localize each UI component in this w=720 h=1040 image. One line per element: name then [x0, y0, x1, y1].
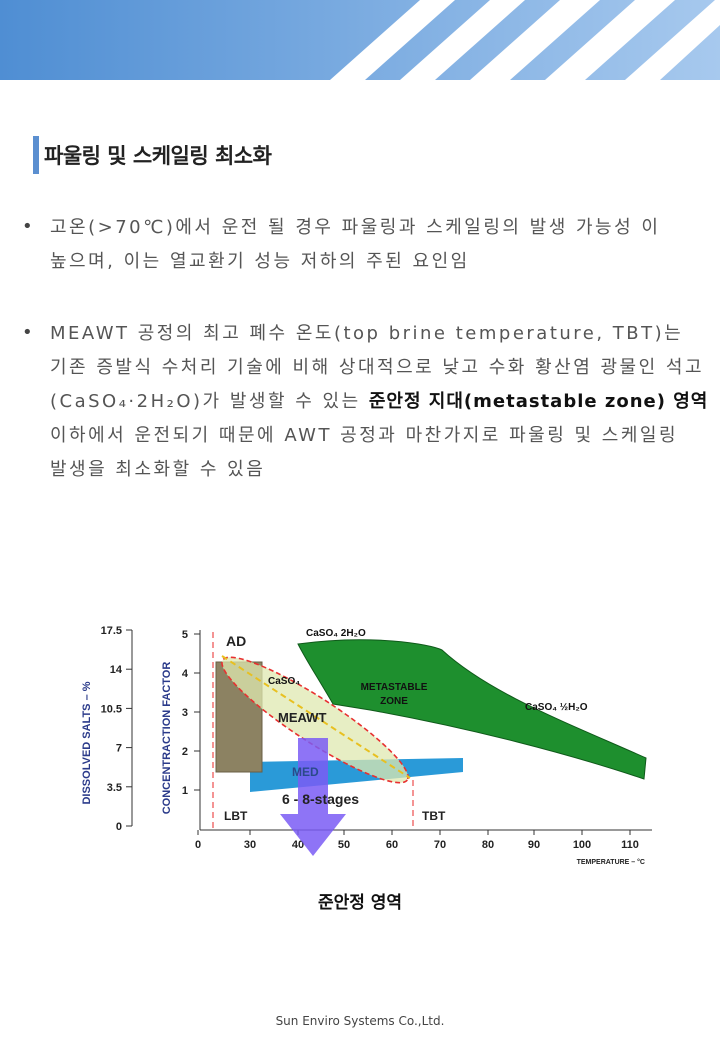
label-metastable: METASTABLE: [361, 682, 428, 693]
metastable-arrow: [280, 738, 346, 856]
label-zone: ZONE: [380, 696, 408, 707]
salts-tick-label: 7: [116, 743, 122, 755]
x-tick-label: 90: [528, 839, 540, 851]
label-caso4: CaSO₄: [268, 676, 300, 687]
meawt-trend-line: [221, 655, 411, 779]
salts-tick-label: 14: [110, 664, 123, 676]
label-dihydrate: CaSO₄ 2H₂O: [306, 628, 366, 639]
bullet-bold-text: 준안정 지대(metastable zone) 영역: [368, 391, 709, 412]
x-tick-label: 0: [195, 839, 201, 851]
bullet-text: 이하에서 운전되기 때문에 AWT 공정과 마찬가지로 파울링 및 스케일링 발…: [50, 425, 679, 480]
bullet-marker: •: [22, 322, 33, 343]
page-title: 파울링 및 스케일링 최소화: [44, 144, 272, 168]
label-hemihydrate: CaSO₄ ½H₂O: [525, 702, 588, 713]
salts-tick-label: 10.5: [101, 703, 122, 715]
label-meawt: MEAWT: [278, 710, 326, 725]
x-tick-label: 70: [434, 839, 446, 851]
label-med: MED: [292, 765, 319, 779]
x-tick-label: 80: [482, 839, 494, 851]
x-tick-label: 30: [244, 839, 256, 851]
metastable-zone: [297, 639, 647, 780]
label-tbt: TBT: [422, 809, 446, 823]
x-axis-label: TEMPERATURE – °C: [577, 858, 645, 866]
y-axis-label-salts: DISSOLVED SALTS – %: [81, 681, 93, 804]
label-stages: 6 - 8-stages: [282, 791, 359, 807]
y-axis-label-cf: CONCENTRACTION FACTOR: [161, 662, 173, 815]
bullet-paragraph-1: 고온(>70℃)에서 운전 될 경우 파울링과 스케일링의 발생 가능성 이 높…: [50, 217, 661, 272]
salts-tick-label: 3.5: [107, 782, 122, 794]
figure-caption: 준안정 영역: [317, 893, 403, 913]
x-tick-label: 60: [386, 839, 398, 851]
x-tick-label: 50: [338, 839, 350, 851]
label-ad: AD: [226, 633, 246, 649]
bullet-marker: •: [22, 216, 33, 237]
cf-tick-label: 2: [182, 746, 188, 758]
header-banner: [0, 0, 720, 80]
title-accent-bar: [33, 136, 39, 174]
salts-tick-label: 0: [116, 821, 122, 833]
cf-tick-label: 1: [182, 785, 188, 797]
x-tick-label: 40: [292, 839, 304, 851]
label-lbt: LBT: [224, 809, 248, 823]
footer-company: Sun Enviro Systems Co.,Ltd.: [275, 1014, 445, 1028]
cf-tick-label: 3: [182, 707, 188, 719]
bullet-paragraph-2: MEAWT 공정의 최고 폐수 온도(top brine temperature…: [50, 317, 710, 487]
x-tick-label: 110: [621, 839, 639, 851]
salts-tick-label: 17.5: [101, 625, 122, 637]
x-tick-label: 100: [573, 839, 591, 851]
cf-tick-label: 4: [182, 668, 189, 680]
cf-tick-label: 5: [182, 629, 188, 641]
bullet-text: MEAWT 공정의 최고 폐수 온도(top brine temperature…: [50, 323, 705, 412]
